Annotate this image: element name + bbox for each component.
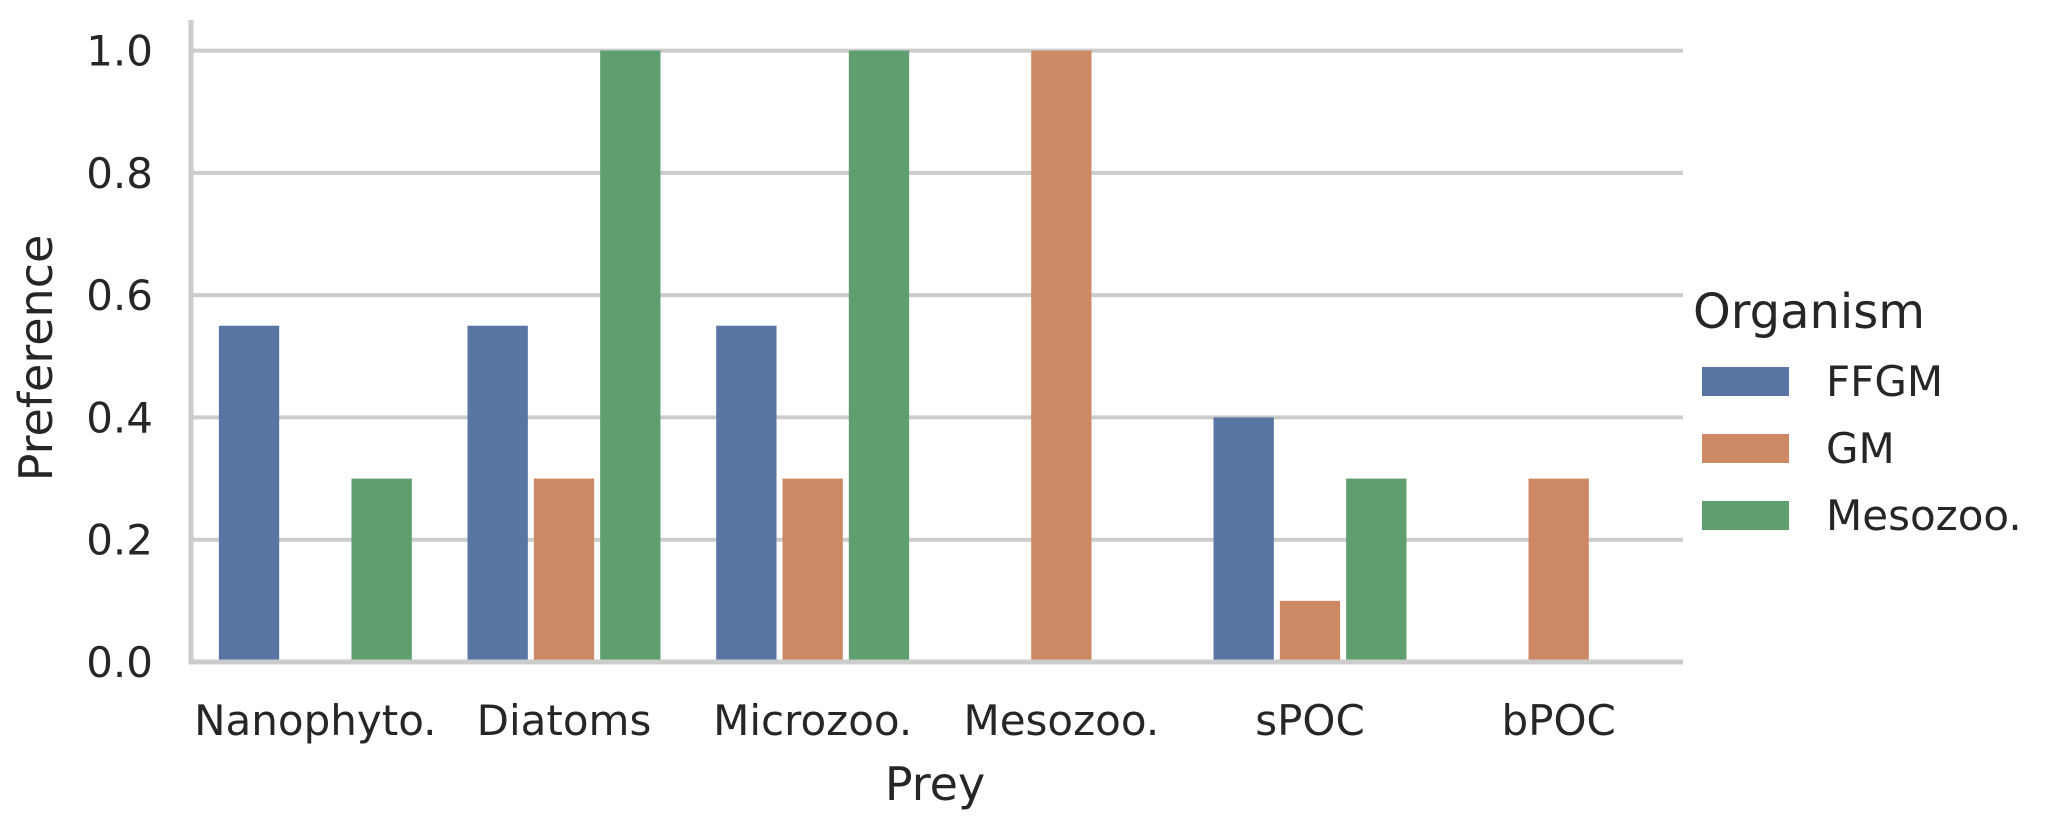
bar [1279,600,1341,662]
bar [218,325,280,662]
y-tick-label: 0.8 [86,149,153,198]
axes [188,20,1683,665]
bar [848,50,910,663]
legend-swatch [1702,501,1789,530]
bar [600,50,661,663]
tick-labels: 0.0 0.2 0.4 0.6 0.8 1.0 Nanophyto. Diatoms Micro… [86,27,1616,745]
legend-label: GM [1826,424,1895,473]
legend: Organism FFGM GM Mesozoo. [1693,284,2022,540]
bar [1031,50,1092,663]
x-axis-label: Prey [885,757,985,811]
legend-title: Organism [1693,284,1925,340]
bar [1528,478,1589,662]
x-tick-label: Mesozoo. [963,696,1159,745]
legend-swatch [1702,367,1789,396]
y-tick-label: 0.4 [86,393,153,442]
x-tick-label: Nanophyto. [194,696,436,745]
y-axis-label: Preference [9,235,63,482]
x-tick-label: bPOC [1501,696,1615,745]
bar [782,478,843,662]
y-tick-label: 1.0 [86,27,153,76]
y-tick-label: 0.2 [86,516,153,565]
y-tick-label: 0.6 [86,271,153,320]
x-tick-label: Microzoo. [713,696,912,745]
bar [716,325,777,662]
bar [533,478,595,662]
bars [218,50,1589,663]
legend-label: FFGM [1826,357,1943,406]
bar [351,478,412,662]
bar [1346,478,1407,662]
bar [1213,417,1274,662]
grid [191,48,1683,664]
bar [467,325,528,662]
legend-label: Mesozoo. [1826,491,2022,540]
y-tick-label: 0.0 [86,638,153,687]
legend-swatch [1702,434,1789,463]
x-tick-label: sPOC [1255,696,1365,745]
x-tick-label: Diatoms [477,696,652,745]
